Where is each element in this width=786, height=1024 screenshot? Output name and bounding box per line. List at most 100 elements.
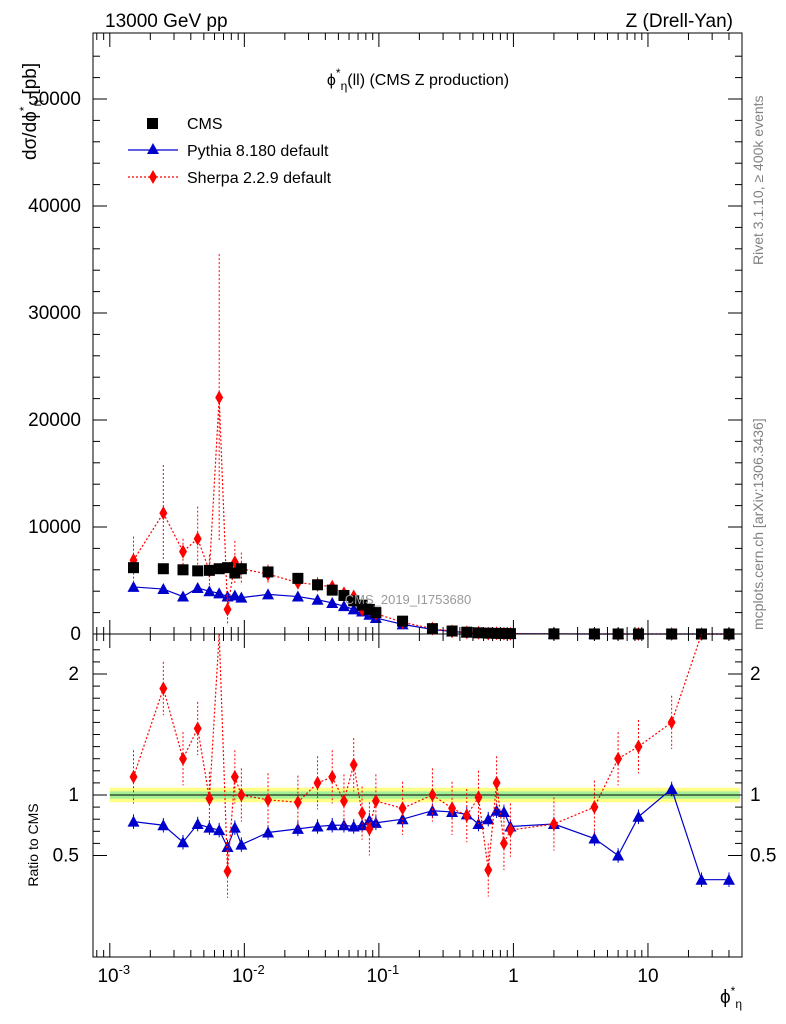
ratio-y-tick-label: 1	[68, 785, 79, 806]
data-point	[222, 562, 234, 574]
ratio-point	[157, 819, 170, 831]
data-point	[235, 563, 247, 575]
ratio-y-tick-label: 0.5	[53, 846, 79, 867]
data-point	[192, 565, 204, 577]
ratio-point	[235, 838, 248, 850]
data-point	[491, 627, 503, 639]
data-point	[397, 615, 409, 627]
data-point	[179, 544, 188, 559]
data-point	[157, 563, 169, 575]
data-point	[461, 626, 473, 638]
ratio-point	[311, 820, 324, 832]
ratio-y-tick-label-right: 2	[750, 664, 761, 685]
series-2	[129, 254, 733, 641]
data-point	[356, 599, 368, 611]
main-y-tick-label: 0	[70, 624, 81, 645]
ratio-point	[474, 790, 483, 805]
data-point	[203, 585, 216, 597]
ratio-y-tick-label-right: 0.5	[750, 846, 776, 867]
ratio-point	[482, 813, 495, 825]
ratio-point	[349, 757, 358, 772]
data-point	[177, 590, 190, 602]
ratio-point	[492, 775, 501, 790]
ratio-point	[506, 823, 515, 838]
data-point	[370, 607, 382, 619]
data-point	[203, 564, 215, 576]
data-point	[157, 583, 170, 595]
ratio-point	[667, 715, 676, 730]
main-y-tick-label: 40000	[28, 196, 81, 217]
data-point	[326, 596, 339, 608]
ratio-point	[428, 788, 437, 802]
main-y-tick-label: 30000	[28, 303, 81, 324]
ratio-point	[588, 832, 601, 844]
ratio-point	[398, 801, 407, 816]
data-point	[127, 580, 140, 592]
ratio-point	[484, 863, 493, 878]
ratio-point	[722, 873, 735, 885]
legend-label-sherpa: Sherpa 2.2.9 default	[187, 170, 332, 187]
ratio-point	[313, 775, 322, 790]
ratio-point	[347, 820, 360, 832]
legend-marker-triangle	[147, 143, 159, 154]
data-point	[292, 572, 304, 584]
ratio-point	[237, 788, 246, 802]
legend-marker-diamond	[149, 170, 157, 184]
data-point	[338, 589, 350, 601]
data-point	[223, 602, 232, 617]
plot-title: ϕ*η(ll) (CMS Z production)	[327, 66, 509, 93]
axes: 10-3 10-2 10-1 1 10 0 10000 20000 30000 40000 5000…	[28, 32, 776, 987]
side-text-mcplots: mcplots.cern.ch [arXiv:1306.3436]	[750, 418, 766, 630]
data-point	[177, 564, 189, 576]
ratio-point	[695, 873, 708, 885]
ratio-point	[549, 817, 558, 832]
legend-label-pythia: Pythia 8.180 default	[187, 143, 329, 160]
ratio-point	[230, 769, 239, 784]
x-tick-label: 10-3	[97, 962, 130, 987]
x-tick-label: 10	[637, 966, 658, 987]
data-point	[482, 627, 494, 639]
x-tick-label: 10-2	[232, 962, 265, 987]
ratio-point	[358, 806, 367, 821]
ratio-point	[203, 821, 216, 833]
data-point	[213, 563, 225, 575]
data-point	[337, 600, 350, 612]
y-axis-label: dσ/dϕ*η [pb]	[17, 63, 44, 160]
x-axis-label: ϕ*η	[720, 984, 742, 1011]
data-point	[262, 588, 275, 600]
data-point	[235, 591, 248, 603]
main-y-tick-label: 20000	[28, 410, 81, 431]
ratio-point	[339, 794, 348, 809]
watermark: CMS_2019_I1753680	[345, 592, 472, 607]
ratio-point	[127, 815, 140, 827]
ratio-point	[371, 794, 380, 809]
data-point	[291, 590, 304, 602]
ratio-point	[177, 836, 190, 848]
series-line	[132, 397, 729, 635]
ratio-point	[634, 739, 643, 754]
ratio-y-axis-label: Ratio to CMS	[25, 803, 41, 886]
data-point	[191, 581, 204, 593]
ratio-point	[590, 800, 599, 815]
ratio-point	[205, 791, 214, 806]
main-y-tick-label: 50000	[28, 89, 81, 110]
ratio-point	[264, 792, 273, 807]
ratio-point	[448, 801, 457, 816]
ratio-point	[193, 721, 202, 736]
data-point	[215, 390, 224, 405]
legend: CMS Pythia 8.180 default Sherpa 2.2.9 de…	[128, 116, 332, 187]
legend-entry-cms: CMS	[147, 116, 223, 133]
ratio-point	[365, 821, 374, 836]
data-point	[228, 589, 241, 601]
ratio-point	[213, 824, 226, 836]
ratio-y-tick-label: 2	[68, 664, 79, 685]
data-point	[446, 625, 458, 637]
data-point	[159, 506, 168, 521]
data-point	[128, 562, 140, 574]
legend-entry-pythia: Pythia 8.180 default	[128, 143, 329, 160]
x-tick-label: 10-1	[367, 962, 400, 987]
ratio-point	[462, 808, 471, 823]
ratio-point	[191, 818, 204, 830]
ratio-point	[665, 782, 678, 794]
data-point	[262, 566, 274, 578]
